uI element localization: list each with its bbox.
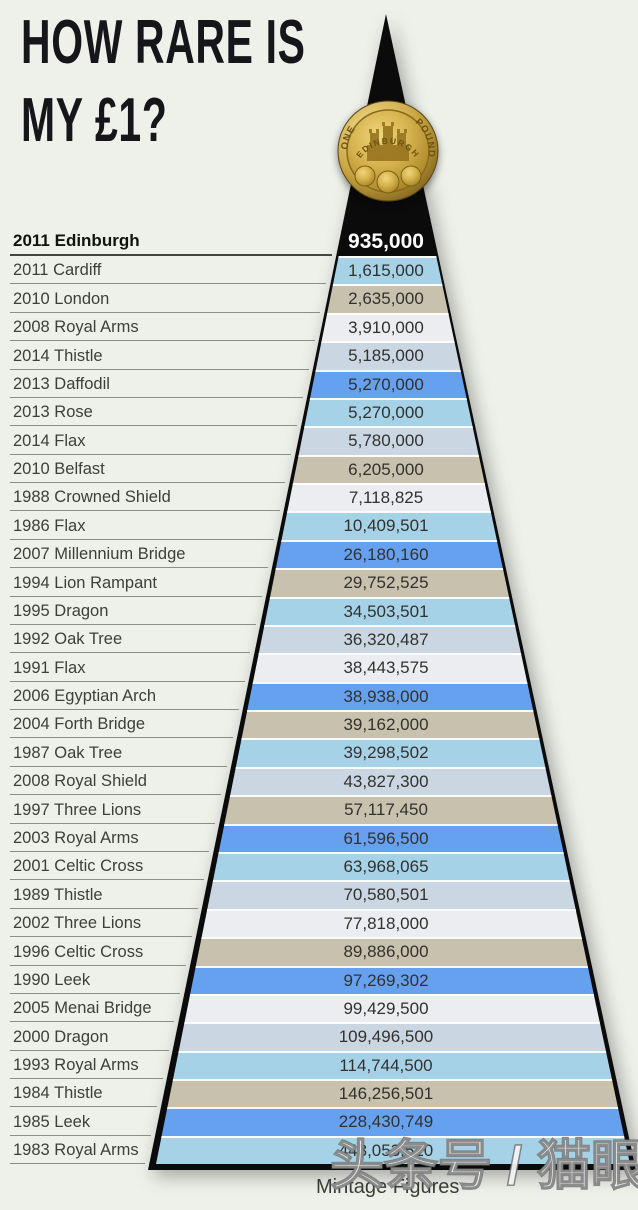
row-value: 43,827,300 [343,771,429,791]
row-value: 36,320,487 [343,629,429,649]
row-value: 97,269,302 [343,970,429,990]
row-label: 2006 Egyptian Arch [10,684,239,711]
row-label: 1988 Crowned Shield [10,485,280,512]
pyramid-band [156,908,630,939]
coin-shield-left [354,165,376,187]
pyramid-band [156,993,630,1024]
coin-shield-middle [376,170,400,194]
row-value: 34,503,501 [343,601,429,621]
row-label: 2010 London [10,287,321,313]
pyramid-band [156,880,630,910]
watermark: 头条号 / 猫眼看币 [329,1135,638,1197]
row-value: 99,429,500 [343,998,429,1018]
row-value: 5,270,000 [348,402,424,422]
pyramid-band [156,795,630,825]
row-value: 114,744,500 [339,1055,433,1075]
pyramid-band [156,1050,630,1080]
row-value: 935,000 [348,230,424,253]
row-value: 57,117,450 [344,800,428,820]
pyramid-band [156,823,630,853]
row-label: 1993 Royal Arms [10,1053,163,1080]
row-label: 1996 Celtic Cross [10,940,187,966]
row-label: 2001 Celtic Cross [10,854,204,881]
coin-castle-icon [367,122,409,161]
row-label: 1991 Flax [10,656,245,682]
row-label: 1995 Dragon [10,599,257,625]
pyramid-band [156,1079,630,1109]
row-value: 63,968,065 [343,856,429,876]
row-label: 2011 Cardiff [10,258,327,285]
row-label: 1992 Oak Tree [10,627,251,654]
coin-shield-right [400,165,422,187]
row-label: 1985 Leek [10,1110,152,1136]
row-value: 77,818,000 [343,913,429,933]
row-label: 2003 Royal Arms [10,826,210,852]
row-label: 2005 Menai Bridge [10,996,175,1023]
mintage-figures-caption: Mintage Figures [316,1176,460,1198]
row-value: 3,910,000 [348,317,424,337]
row-label: 2004 Forth Bridge [10,712,233,739]
row-value: 5,270,000 [348,374,424,394]
pyramid-band [156,851,630,882]
pyramid-band [156,937,630,967]
row-label: 1984 Thistle [10,1081,157,1108]
row-value: 6,205,000 [348,459,424,479]
row-value: 228,430,749 [338,1112,434,1132]
row-label: 1994 Lion Rampant [10,571,263,597]
row-value: 2,635,000 [348,289,424,309]
row-label: 2014 Thistle [10,344,309,370]
row-label: 1983 Royal Arms [10,1138,146,1165]
row-label: 2008 Royal Arms [10,315,315,342]
pound-coin: EDINBURGH ONE POUND [337,100,439,202]
row-value: 29,752,525 [343,573,429,593]
pyramid-band [156,1135,630,1164]
row-value: 109,496,500 [338,1027,434,1047]
row-label: 2014 Flax [10,429,292,455]
row-label: 1990 Leek [10,968,181,994]
row-label: 1997 Three Lions [10,798,216,824]
row-value: 146,256,501 [338,1084,434,1104]
row-value: 5,185,000 [348,346,424,366]
page-title-line-1: HOW RARE IS [21,8,306,77]
row-label: 2013 Rose [10,400,298,427]
pyramid-band [156,965,630,995]
page-title-line-2: MY £1? [21,86,168,155]
row-label: 2007 Millennium Bridge [10,542,268,569]
row-value: 39,298,502 [343,743,429,763]
row-label: 2011 Edinburgh [10,230,333,256]
row-value: 38,938,000 [343,686,429,706]
row-label: 2002 Three Lions [10,911,192,938]
row-value: 5,780,000 [348,431,424,451]
row-value: 1,615,000 [348,261,424,280]
pyramid-band [156,1022,630,1052]
row-label: 2010 Belfast [10,457,286,484]
row-label: 1987 Oak Tree [10,741,227,767]
row-value: 443,053,510 [338,1140,434,1160]
page-title: HOW RARE IS MY £1? [21,6,452,158]
row-value: 70,580,501 [343,885,429,905]
row-label: 1989 Thistle [10,883,198,909]
row-value: 89,886,000 [343,942,429,962]
row-label: 1986 Flax [10,514,274,540]
pyramid-band [156,1107,630,1137]
row-value: 39,162,000 [343,715,429,735]
row-label: 2008 Royal Shield [10,769,222,796]
row-value: 61,596,500 [343,828,429,848]
row-value: 10,409,501 [343,516,429,536]
row-value: 26,180,160 [343,544,429,564]
row-label: 2013 Daffodil [10,372,303,398]
row-value: 7,118,825 [348,488,424,508]
row-label: 2000 Dragon [10,1025,169,1051]
row-value: 38,443,575 [343,658,429,678]
